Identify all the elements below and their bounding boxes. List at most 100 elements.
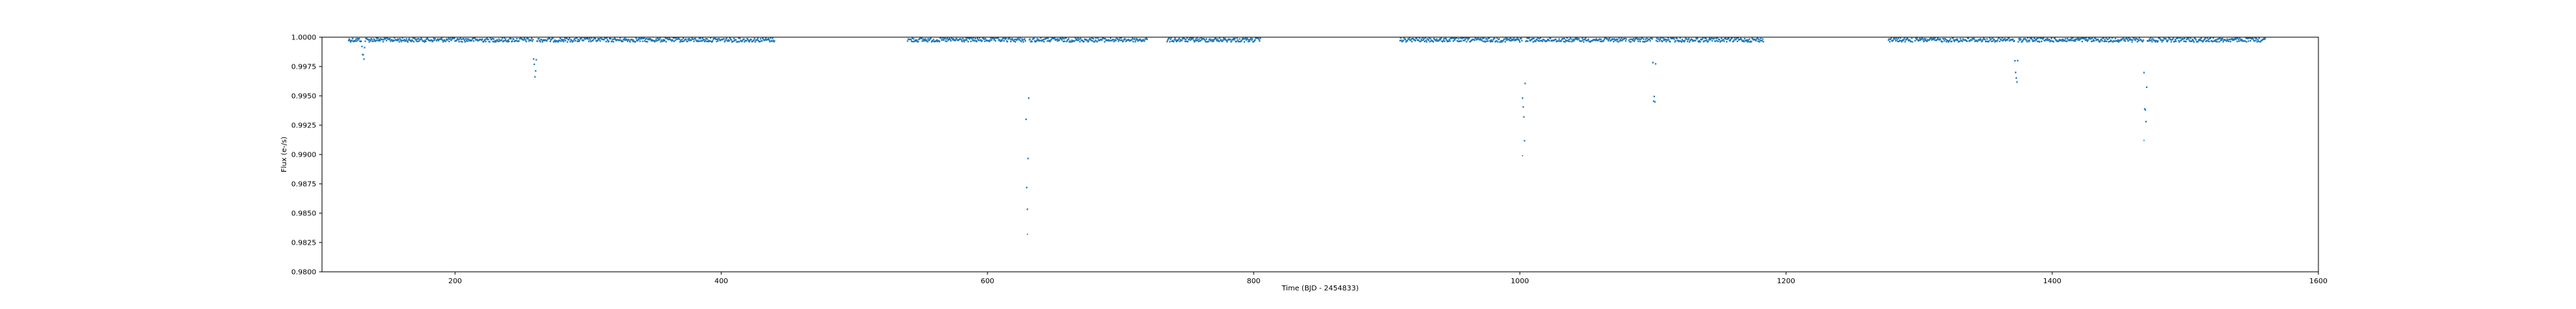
flux-point [2256,41,2258,43]
flux-point [1991,37,1994,39]
flux-point [2199,38,2201,40]
flux-point [2124,40,2127,42]
flux-point [1932,38,1934,41]
flux-point [1951,40,1953,42]
flux-point [1952,37,1954,39]
flux-point [1649,40,1652,42]
flux-point [1405,41,1407,43]
flux-point [474,37,476,39]
flux-point [1089,37,1091,40]
flux-point [440,38,442,40]
flux-point [2212,36,2215,39]
flux-point [2137,39,2140,41]
flux-point [769,37,771,39]
flux-point [1722,39,1724,41]
flux-point [2156,40,2158,42]
flux-point [910,40,912,42]
flux-point [1133,38,1136,40]
flux-point [406,40,409,42]
flux-point [458,41,460,43]
x-tick-label: 200 [448,278,462,285]
flux-point [1492,39,1494,41]
flux-point [2172,37,2175,39]
flux-point [662,40,664,42]
flux-point [1225,39,1227,41]
flux-point [1961,39,1963,41]
flux-point [1629,38,1631,40]
flux-point [910,39,912,41]
flux-point [691,39,693,41]
flux-point [1502,39,1504,42]
flux-point [1405,39,1407,41]
flux-point [2067,37,2069,40]
flux-point [1761,39,1763,42]
flux-point [407,39,409,41]
flux-point [2054,39,2057,41]
flux-point [1586,39,1589,41]
flux-point [1609,37,1611,39]
flux-point [948,39,950,41]
flux-point [728,39,730,41]
flux-point [437,39,439,41]
flux-point [1501,41,1503,43]
flux-point [1509,39,1511,41]
flux-point [588,37,590,39]
flux-point [2170,39,2172,41]
flux-point [682,37,684,39]
flux-point [1755,39,1757,41]
flux-point [563,39,565,41]
flux-point [386,36,389,39]
flux-point [2117,39,2119,41]
flux-point [1078,39,1080,41]
flux-point [737,41,739,43]
flux-point [2089,38,2092,40]
flux-point [370,38,372,40]
flux-point [642,40,644,42]
flux-point [1259,40,1261,42]
flux-point [1011,37,1013,40]
flux-point [1676,37,1678,40]
flux-point [1103,41,1106,43]
flux-point [449,36,452,39]
flux-point [1755,39,1757,42]
flux-point [1198,38,1200,40]
flux-point [2187,37,2190,39]
flux-point [1890,37,1892,39]
flux-point [1737,36,1740,39]
flux-point [2087,40,2089,42]
flux-point [1526,37,1528,39]
flux-point [1527,40,1529,42]
flux-point [1757,38,1760,40]
flux-point [2218,41,2220,43]
flux-point [650,39,652,41]
flux-point [1406,40,1408,42]
flux-point [1408,37,1410,39]
flux-point [644,38,646,40]
flux-point [2205,40,2207,43]
flux-point [1104,37,1106,40]
flux-point [1462,39,1464,41]
flux-point [2119,39,2121,42]
flux-point [507,41,509,43]
y-axis-ticks: 0.9800 0.9825 0.9850 0.9875 0.9900 0.9925 0.99… [291,34,322,277]
flux-point [1710,37,1712,39]
x-axis-ticks: 200 400 600 800 1000 1200 1400 1600 [448,272,2328,285]
flux-point [1740,37,1742,39]
flux-point [2091,37,2093,39]
flux-point [1569,37,1571,39]
flux-point [2061,40,2063,42]
flux-point [1236,39,1239,41]
flux-point [2099,40,2101,42]
flux-point [434,39,436,41]
flux-point [2155,41,2157,43]
flux-point [1445,37,1447,40]
flux-point [1174,37,1176,39]
flux-point [1103,38,1105,40]
flux-point [424,41,426,43]
flux-point [2220,38,2223,40]
flux-point [590,37,592,39]
flux-point [2108,41,2110,43]
flux-point [2204,37,2206,39]
flux-point [1941,41,1943,43]
flux-point [2036,38,2038,40]
